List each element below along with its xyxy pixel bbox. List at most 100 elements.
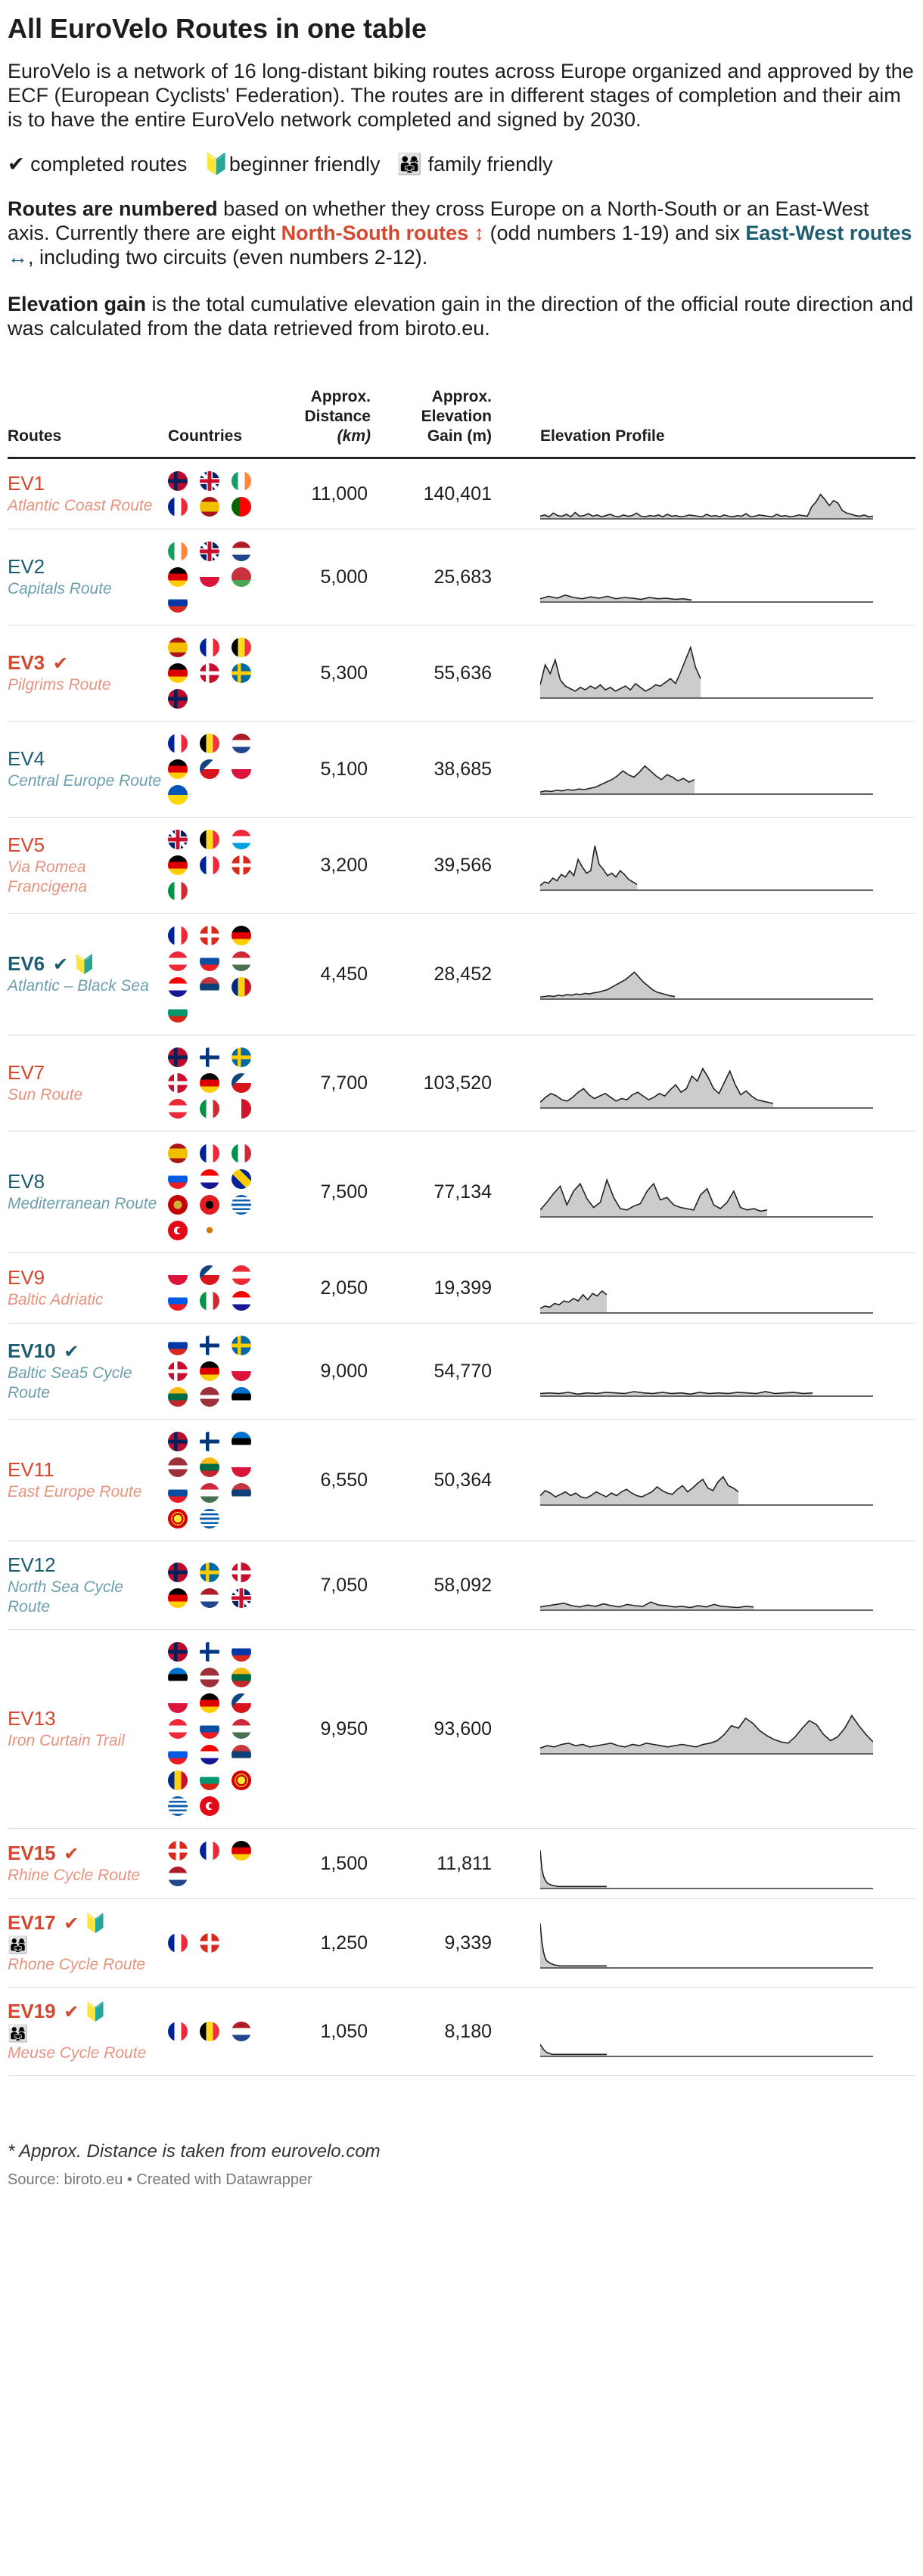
flag-pl-icon: [168, 1693, 188, 1713]
flag-ch-icon: [200, 1933, 219, 1953]
flag-nl-icon: [200, 1588, 219, 1608]
countries-cell: [168, 1898, 265, 1988]
profile-line: [539, 492, 874, 517]
legend-family: 👨‍👩‍👧 family friendly: [396, 153, 553, 175]
elevation-gain-cell: 93,600: [371, 1629, 495, 1829]
flag-gb-icon: [200, 471, 219, 491]
flag-ba-icon: [232, 1169, 251, 1189]
flag-ch-icon: [232, 855, 251, 875]
table-row: EV1 Atlantic Coast Route 11,000 140,401: [8, 458, 915, 529]
distance-cell: 5,100: [265, 721, 371, 818]
elevation-gain-cell: 140,401: [371, 458, 495, 529]
flag-bg-icon: [200, 1771, 219, 1790]
route-cell: EV17 ✔ 🔰 👨‍👩‍👧 Rhone Cycle Route: [8, 1898, 168, 1988]
elevation-profile-chart: [539, 845, 873, 891]
page-title: All EuroVelo Routes in one table: [8, 13, 427, 44]
route-name: North Sea Cycle Route: [8, 1578, 123, 1615]
profile-area: [540, 1601, 754, 1609]
family-icon: 👨‍👩‍👧: [8, 1935, 29, 1954]
distance-cell: 7,500: [265, 1131, 371, 1253]
flag-es-icon: [200, 497, 219, 517]
route-name: Central Europe Route: [8, 772, 162, 790]
profile-area: [540, 1850, 607, 1888]
flag-fr-icon: [200, 855, 219, 875]
flag-sk-icon: [200, 1719, 219, 1739]
flag-sk-icon: [200, 951, 219, 971]
distance-cell: 1,050: [265, 1987, 371, 2076]
flag-se-icon: [232, 1047, 251, 1067]
footnote: * Approx. Distance is taken from eurovel…: [8, 2141, 381, 2162]
flag-no-icon: [168, 1432, 188, 1451]
profile-area: [540, 971, 675, 998]
flag-rs-icon: [200, 977, 219, 997]
flag-ie-icon: [168, 542, 188, 561]
header-distance: Approx. Distance (km): [265, 387, 371, 459]
elevation-profile-chart: [539, 1178, 873, 1218]
route-badges: ✔: [48, 653, 68, 674]
flag-pl-icon: [168, 1265, 188, 1285]
flag-tr-icon: [200, 1796, 219, 1816]
flag-de-icon: [200, 1693, 219, 1713]
elevation-profile-chart: [539, 594, 873, 603]
numbering-text-1: based on whether they cross Europe on a …: [8, 197, 869, 244]
route-name: Pilgrims Route: [8, 676, 111, 694]
elevation-profile-chart: [539, 1600, 873, 1611]
flag-rs-icon: [232, 1483, 251, 1503]
elevation-profile-chart: [539, 1714, 874, 1755]
flag-de-icon: [200, 1073, 219, 1093]
countries-cell: [168, 458, 265, 529]
profile-cell: [495, 1323, 915, 1420]
route-code: EV11: [8, 1458, 54, 1481]
route-cell: EV15 ✔ Rhine Cycle Route: [8, 1828, 168, 1899]
route-code: EV17 ✔ 🔰: [8, 1911, 107, 1934]
profile-area: [540, 1068, 773, 1107]
route-cell: EV12 North Sea Cycle Route: [8, 1541, 168, 1630]
elevation-gain-cell: 58,092: [371, 1541, 495, 1630]
elevation-profile-chart: [539, 644, 873, 699]
elevation-profile-chart: [539, 1390, 873, 1397]
flag-hu-icon: [232, 951, 251, 971]
flag-ch-icon: [200, 926, 219, 945]
route-cell: EV8 Mediterranean Route: [8, 1131, 168, 1253]
countries-cell: [168, 529, 265, 625]
flag-dk-icon: [168, 1073, 188, 1093]
route-cell: EV13 Iron Curtain Trail: [8, 1629, 168, 1829]
flag-no-icon: [168, 689, 188, 709]
east-west-label: East-West routes ↔: [8, 222, 912, 268]
profile-area: [540, 1923, 607, 1967]
countries-cell: [168, 1035, 265, 1131]
flag-fr-icon: [200, 1841, 219, 1861]
flag-de-icon: [232, 1841, 251, 1861]
profile-cell: [495, 913, 915, 1035]
route-cell: EV10 ✔ Baltic Sea5 Cycle Route: [8, 1323, 168, 1420]
table-row: EV13 Iron Curtain Trail 9,950 93,600: [8, 1629, 915, 1829]
profile-line: [539, 1600, 754, 1608]
route-code: EV1: [8, 472, 45, 495]
flag-fr-icon: [200, 1144, 219, 1163]
flag-at-icon: [168, 951, 188, 971]
profile-area: [540, 1179, 767, 1216]
elevation-gain-cell: 39,566: [371, 817, 495, 914]
profile-line: [539, 1178, 768, 1212]
elevation-note-text: is the total cumulative elevation gain i…: [8, 293, 914, 340]
elevation-gain-cell: 77,134: [371, 1131, 495, 1253]
route-code: EV19 ✔ 🔰: [8, 2000, 107, 2022]
profile-cell: [495, 1987, 915, 2076]
distance-cell: 6,550: [265, 1419, 371, 1541]
flag-fi-icon: [200, 1336, 219, 1355]
flag-gr-icon: [200, 1509, 219, 1529]
flag-nl-icon: [232, 542, 251, 561]
profile-area: [540, 494, 873, 518]
route-name: Via Romea Francigena: [8, 858, 88, 895]
flag-ee-icon: [232, 1432, 251, 1451]
profile-line: [539, 1923, 607, 1966]
table-row: EV15 ✔ Rhine Cycle Route 1,500 11,811: [8, 1828, 915, 1899]
flag-pl-icon: [232, 1457, 251, 1477]
flag-gb-icon: [232, 1588, 251, 1608]
flag-hr-icon: [168, 977, 188, 997]
flag-cy-icon: [200, 1221, 219, 1240]
flag-be-icon: [200, 2022, 219, 2041]
flag-gb-icon: [200, 542, 219, 561]
flag-lt-icon: [168, 1387, 188, 1407]
intro-text: EuroVelo is a network of 16 long-distant…: [8, 60, 914, 131]
